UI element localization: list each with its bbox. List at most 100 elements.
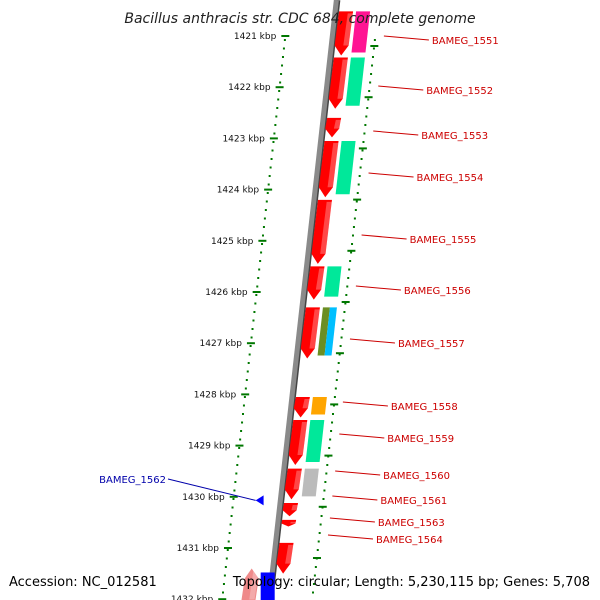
scale-dot (226, 549, 229, 551)
track-dot (362, 141, 365, 143)
gene-label: BAMEG_1560 (383, 471, 450, 482)
scale-dot (235, 472, 238, 475)
track-dot (339, 345, 342, 347)
scale-dot (261, 243, 264, 245)
gene-highlight (290, 521, 297, 524)
gene-highlight (315, 268, 325, 290)
scale-dot (241, 421, 244, 424)
track-dot (363, 132, 366, 135)
gene-body (276, 542, 294, 574)
cog-box (335, 140, 356, 195)
gene-arrow (318, 140, 339, 198)
gene-label: BAMEG_1557 (398, 339, 465, 350)
gene-label: BAMEG_1556 (404, 286, 471, 297)
gene-arrow (293, 396, 310, 418)
scale-dot (260, 251, 263, 254)
scale-dot (250, 336, 253, 339)
track-dot (333, 396, 336, 398)
cog-box (317, 307, 330, 356)
leader-line (167, 478, 256, 501)
scale-dot (261, 234, 264, 237)
track-dot (365, 115, 368, 118)
track-dot (334, 387, 337, 390)
track-dot (367, 98, 370, 101)
scale-dot (253, 311, 256, 313)
scale-dot (257, 277, 260, 279)
scale-label: 1428 kbp (194, 390, 237, 400)
gene-body (328, 57, 348, 109)
track-dot (357, 183, 360, 186)
track-dot (351, 243, 354, 245)
scale-dot (254, 302, 257, 305)
gene-body (260, 572, 275, 600)
gene-arrow (282, 502, 299, 517)
scale-dot (249, 345, 252, 347)
leader-line (329, 517, 375, 523)
track-dot (355, 200, 358, 203)
gene-arrow (311, 199, 332, 264)
leader-line (373, 130, 419, 136)
scale-dot (274, 124, 277, 126)
track-dot (347, 277, 350, 279)
track-dot (350, 251, 353, 254)
track-dot (371, 56, 374, 58)
gene-highlight (320, 201, 332, 254)
gene-arrow (281, 519, 297, 527)
track-dot (322, 498, 325, 500)
gene-label: BAMEG_1551 (432, 36, 499, 47)
leader-line (335, 470, 381, 476)
leader-line (349, 338, 395, 344)
gene-arrow (334, 11, 354, 56)
cog-box (324, 266, 342, 297)
gene-arrow (288, 420, 308, 466)
scale-dot (244, 387, 247, 390)
gene-highlight (343, 13, 354, 46)
cog-box (305, 420, 325, 463)
scale-dot (265, 200, 268, 203)
track-dot (346, 285, 349, 288)
gene-highlight (337, 59, 348, 99)
scale-dot (280, 73, 283, 75)
track-dot (337, 362, 340, 364)
dna-backbone (266, 0, 341, 600)
track-dot (344, 302, 347, 305)
scale-ticks: 1421 kbp 1422 kbp 1423 kbp 1424 kbp 1425 kbp… (171, 32, 379, 600)
leader-line (332, 495, 378, 501)
gene-highlight (249, 570, 259, 600)
track-dot (320, 515, 323, 517)
gene-highlight (293, 470, 302, 490)
scale-dot (271, 149, 274, 152)
track-dot (316, 549, 319, 551)
scale-label: 1424 kbp (217, 186, 260, 196)
cog-box (301, 468, 319, 497)
scale-label: 1421 kbp (234, 32, 277, 42)
scale-dot (236, 464, 239, 466)
scale-dot (230, 515, 233, 517)
gene-body (307, 266, 325, 300)
scale-dot (229, 523, 232, 526)
leader-line (339, 433, 385, 439)
gene-label: BAMEG_1555 (410, 235, 477, 246)
scale-dot (233, 489, 236, 492)
scale-dot (247, 362, 250, 364)
leader-line (355, 285, 401, 291)
gene-label: BAMEG_1561 (380, 496, 447, 507)
gene-labels: BAMEG_1551 BAMEG_1552 BAMEG_1553 BAMEG_1554… (99, 35, 499, 546)
leader-line (378, 85, 424, 91)
scale-dot (231, 506, 234, 509)
gene-body (282, 502, 299, 517)
scale-dot (272, 141, 275, 143)
scale-dot (269, 166, 272, 169)
leader-line (361, 234, 407, 240)
scale-dot (222, 591, 224, 594)
track-dot (312, 583, 315, 585)
track-dot (343, 311, 346, 313)
gene-highlight (333, 119, 342, 129)
scale-label: 1422 kbp (228, 83, 271, 93)
track-dot (317, 540, 320, 543)
gene-label: BAMEG_1563 (378, 518, 445, 529)
scale-dot (273, 132, 276, 135)
gene-label: BAMEG_1562 (99, 475, 166, 486)
map-title: Bacillus anthracis str. CDC 684, complet… (124, 11, 475, 27)
